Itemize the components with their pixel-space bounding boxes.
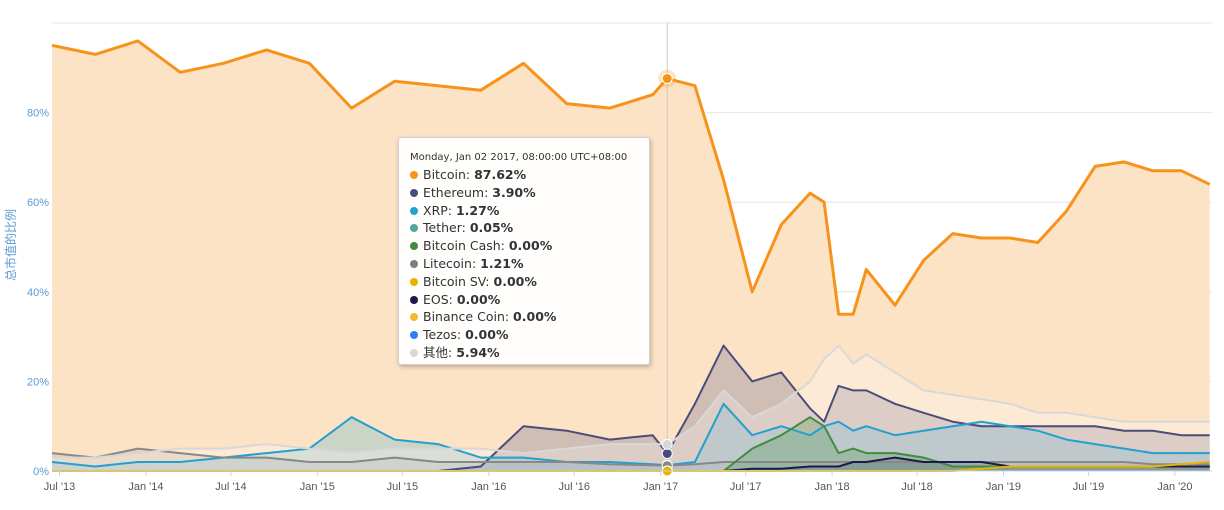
- series-area-xrp: [52, 403, 1210, 471]
- tooltip-row: Tezos: 0.00%: [410, 326, 639, 344]
- tooltip-series-name: EOS:: [423, 291, 457, 307]
- series-line-bitcoin: [51, 39, 1211, 316]
- series-area-ethereum: [52, 345, 1210, 471]
- tooltip-row: Bitcoin Cash: 0.00%: [410, 237, 639, 255]
- tooltip-row: Bitcoin SV: 0.00%: [410, 273, 639, 291]
- legend-dot-icon: [410, 242, 418, 251]
- x-tick-label: Jan '15: [300, 481, 335, 493]
- tooltip-series-name: Tether:: [423, 220, 470, 236]
- legend-dot-icon: [410, 277, 418, 286]
- tooltip-series-name: Ethereum:: [423, 184, 493, 200]
- tooltip-row: Tether: 0.05%: [410, 219, 639, 237]
- tooltip-series-value: 0.05%: [469, 220, 514, 236]
- legend-dot-icon: [410, 224, 418, 233]
- tooltip-series-value: 3.90%: [492, 184, 536, 200]
- tooltip-series-name: XRP:: [423, 202, 456, 218]
- tooltip-row: XRP: 1.27%: [410, 202, 639, 220]
- tooltip-series-name: Binance Coin:: [423, 309, 514, 325]
- x-tick-label: Jul '14: [215, 481, 246, 493]
- series-line-其他: [52, 344, 1210, 459]
- series-area-eos: [52, 457, 1210, 471]
- x-tick-label: Jan '19: [986, 481, 1021, 493]
- x-tick-label: Jul '19: [1073, 481, 1104, 493]
- y-tick-label: 0%: [33, 466, 49, 478]
- x-tick-label: Jul '16: [559, 481, 590, 493]
- x-tick-label: Jul '18: [901, 481, 932, 493]
- tooltip-series-value: 5.94%: [456, 344, 500, 360]
- x-axis: Jul '13 Jan '14 Jul '14 Jan '15 Jul '15 Jan '…: [44, 470, 1212, 493]
- tooltip-series-name: Bitcoin:: [423, 167, 475, 182]
- x-tick-label: Jul '15: [387, 481, 418, 493]
- tooltip-series-name: Bitcoin SV:: [423, 273, 494, 289]
- y-axis: 0% 20% 40% 60% 80%: [27, 108, 49, 478]
- x-tick-label: Jan '20: [1157, 481, 1192, 493]
- hover-point: [661, 448, 673, 460]
- tooltip-row: EOS: 0.00%: [410, 291, 639, 309]
- tooltip-row: Bitcoin: 87.62%: [410, 166, 639, 184]
- tooltip-series-value: 1.27%: [455, 202, 500, 218]
- tooltip-row: Ethereum: 3.90%: [410, 184, 639, 202]
- x-tick-label: Jan '18: [814, 481, 849, 493]
- tooltip-series-name: Tezos:: [423, 327, 466, 343]
- tooltip-series-value: 0.00%: [456, 291, 501, 307]
- legend-dot-icon: [410, 313, 418, 322]
- x-tick-label: Jan '16: [471, 481, 506, 493]
- tooltip-series-value: 0.00%: [465, 327, 509, 343]
- x-tick-label: Jan '14: [128, 481, 163, 493]
- tooltip: Monday, Jan 02 2017, 08:00:00 UTC+08:00 …: [398, 137, 650, 365]
- tooltip-series-name: Bitcoin Cash:: [423, 238, 509, 254]
- x-tick-label: Jul '17: [730, 481, 761, 493]
- series-line-litecoin: [51, 447, 1210, 467]
- tooltip-series-value: 87.62%: [474, 167, 527, 182]
- legend-dot-icon: [410, 206, 418, 215]
- legend-dot-icon: [410, 348, 418, 357]
- x-tick-label: Jan '17: [643, 481, 678, 493]
- x-tick-label: Jul '13: [44, 481, 75, 493]
- legend-dot-icon: [410, 331, 418, 340]
- legend-dot-icon: [410, 171, 418, 179]
- y-axis-title: 总市值的比例: [3, 209, 18, 281]
- legend-dot-icon: [410, 259, 418, 268]
- tooltip-row: Litecoin: 1.21%: [410, 255, 639, 273]
- tooltip-row: Binance Coin: 0.00%: [410, 308, 639, 326]
- tooltip-series-name: 其他:: [423, 344, 457, 360]
- tooltip-row: 其他: 5.94%: [410, 344, 639, 362]
- hover-point: [661, 73, 673, 85]
- tooltip-series-value: 0.00%: [493, 273, 537, 289]
- legend-dot-icon: [410, 295, 418, 304]
- y-tick-label: 80%: [27, 108, 49, 120]
- tooltip-series-name: Litecoin:: [423, 255, 481, 271]
- legend-dot-icon: [410, 188, 418, 197]
- y-tick-label: 40%: [27, 287, 49, 299]
- y-tick-label: 60%: [27, 197, 49, 209]
- series-area-litecoin: [52, 448, 1210, 471]
- hover-point: [661, 438, 673, 450]
- series-area-其他: [52, 345, 1210, 471]
- tooltip-series-value: 0.00%: [513, 309, 557, 325]
- tooltip-rows: Bitcoin: 87.62% Ethereum: 3.90% XRP: 1.27%…: [410, 166, 639, 362]
- tooltip-series-value: 0.00%: [508, 238, 553, 254]
- tooltip-series-value: 1.21%: [480, 255, 524, 271]
- tooltip-header: Monday, Jan 02 2017, 08:00:00 UTC+08:00: [410, 152, 628, 163]
- y-tick-label: 20%: [27, 376, 49, 388]
